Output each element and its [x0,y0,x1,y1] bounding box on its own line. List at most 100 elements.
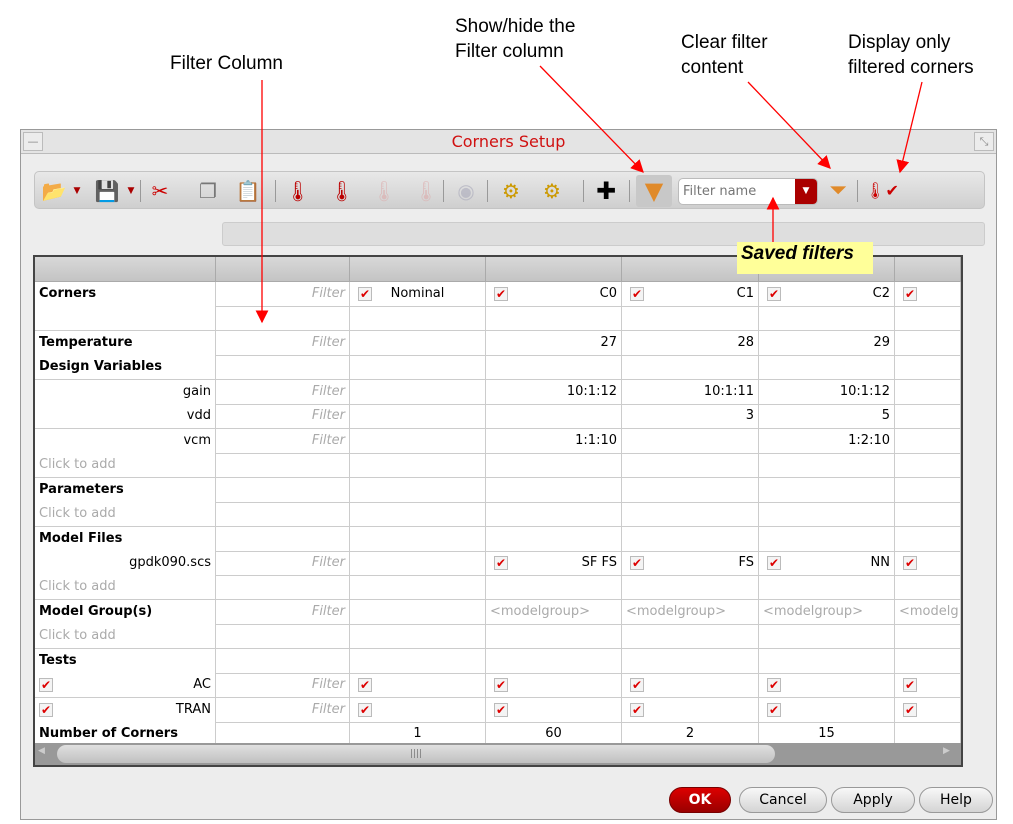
corner-cell[interactable]: 10:1:12 [759,379,895,405]
filter-cell[interactable] [216,306,350,332]
filter-cell[interactable] [216,624,350,650]
corner-cell[interactable]: ✔ C2 [759,282,895,307]
corner-cell[interactable]: <modelg [895,599,961,625]
corner-cell[interactable] [895,624,961,650]
corner-cell[interactable] [622,306,759,332]
maximize-button[interactable]: ⤡ [974,132,994,151]
help-button[interactable]: Help [919,787,993,813]
corner-cell[interactable]: 1:2:10 [759,428,895,454]
corner-cell[interactable]: ✔ [895,550,961,576]
corner-cell[interactable] [350,502,486,528]
corner-cell[interactable]: 5 [759,404,895,430]
filter-name-input[interactable] [679,179,795,204]
corner-cell[interactable] [486,355,622,381]
corner-cell[interactable] [759,624,895,650]
corner-cell[interactable] [486,502,622,528]
saved-filters-combobox[interactable]: ▼ [678,178,818,205]
corner-cell[interactable]: ✔ [895,673,961,699]
delete-temperature-icon[interactable]: 🌡 [329,179,355,203]
filter-icon[interactable]: ▼ [636,175,672,207]
corner-cell[interactable]: ✔ [895,697,961,723]
filter-cell[interactable]: Filter [216,697,350,723]
corner-cell[interactable]: ✔ C1 [622,282,759,307]
corner-cell[interactable] [350,306,486,332]
corner-cell[interactable] [622,453,759,479]
checkbox[interactable]: ✔ [767,678,781,693]
filter-cell[interactable] [216,575,350,601]
cancel-button[interactable]: Cancel [739,787,827,813]
row-label[interactable]: Click to add [35,575,216,601]
filter-cell[interactable] [216,453,350,479]
checkbox[interactable]: ✔ [767,287,781,301]
corner-cell[interactable]: ✔ Nominal [350,282,486,307]
corner-cell[interactable] [486,526,622,552]
horizontal-scroll-thumb[interactable]: |||| [57,745,775,763]
corner-cell[interactable] [895,330,961,356]
filter-cell[interactable] [216,526,350,552]
corner-cell[interactable] [350,575,486,601]
checkbox[interactable]: ✔ [494,287,508,301]
clear-filter-icon[interactable]: ⏷ [829,178,847,203]
checkbox[interactable]: ✔ [358,678,372,693]
corner-cell[interactable] [759,355,895,381]
open-csv-icon[interactable]: 📂 [41,179,67,203]
corner-cell[interactable] [486,453,622,479]
corner-cell[interactable] [486,477,622,503]
corner-cell[interactable] [350,624,486,650]
corner-cell[interactable] [350,330,486,356]
corner-cell[interactable] [350,428,486,454]
corner-cell[interactable] [895,477,961,503]
corner-cell[interactable] [486,306,622,332]
settings-docs-icon[interactable]: ⚙ [543,179,561,203]
corner-cell[interactable] [622,526,759,552]
checkbox[interactable]: ✔ [630,702,644,717]
filter-cell[interactable]: Filter [216,599,350,625]
corner-cell[interactable] [759,306,895,332]
checkbox[interactable]: ✔ [903,555,917,570]
corner-cell[interactable] [486,404,622,430]
corner-cell[interactable]: ✔ NN [759,550,895,576]
open-dropdown-icon[interactable]: ▼ [73,186,81,196]
corner-cell[interactable] [350,404,486,430]
filter-cell[interactable]: Filter [216,330,350,356]
checkbox[interactable]: ✔ [39,702,53,717]
corner-cell[interactable]: ✔ [350,673,486,699]
corner-cell[interactable] [622,624,759,650]
minimize-button[interactable]: — [23,132,43,151]
checkbox[interactable]: ✔ [494,702,508,717]
horizontal-scrollbar[interactable]: ◀ |||| ▶ [35,743,961,765]
corner-cell[interactable] [350,453,486,479]
corner-cell[interactable] [759,453,895,479]
corner-cell[interactable] [350,379,486,405]
row-label[interactable]: Click to add [35,624,216,650]
save-dropdown-icon[interactable]: ▼ [127,186,135,196]
corner-cell[interactable] [895,575,961,601]
corner-cell[interactable] [895,453,961,479]
corner-cell[interactable] [759,502,895,528]
column-header[interactable] [486,257,622,282]
corner-cell[interactable]: <modelgroup> [622,599,759,625]
move-right-icon[interactable]: 🌡 [371,179,397,203]
corner-cell[interactable] [895,355,961,381]
column-header[interactable] [622,257,759,282]
corner-cell[interactable]: 29 [759,330,895,356]
corner-cell[interactable]: ✔ [759,673,895,699]
paste-icon[interactable]: 📋 [235,179,261,203]
corner-cell[interactable] [895,428,961,454]
corner-cell[interactable]: ✔ SF FS [486,550,622,576]
corner-cell[interactable] [759,648,895,674]
checkbox[interactable]: ✔ [494,555,508,570]
vertical-scrollbar[interactable]: ▲ ≡ ▼ [961,257,963,742]
corner-cell[interactable] [622,355,759,381]
corner-cell[interactable]: 10:1:12 [486,379,622,405]
checkbox[interactable]: ✔ [494,678,508,693]
disabled-icon[interactable]: ◉ [457,179,475,203]
corner-cell[interactable] [895,404,961,430]
checkbox[interactable]: ✔ [903,287,917,301]
filter-cell[interactable]: Filter [216,428,350,454]
filter-cell[interactable]: Filter [216,404,350,430]
corner-cell[interactable] [895,306,961,332]
corner-cell[interactable]: ✔ [350,697,486,723]
corner-cell[interactable] [622,575,759,601]
corner-cell[interactable] [759,526,895,552]
